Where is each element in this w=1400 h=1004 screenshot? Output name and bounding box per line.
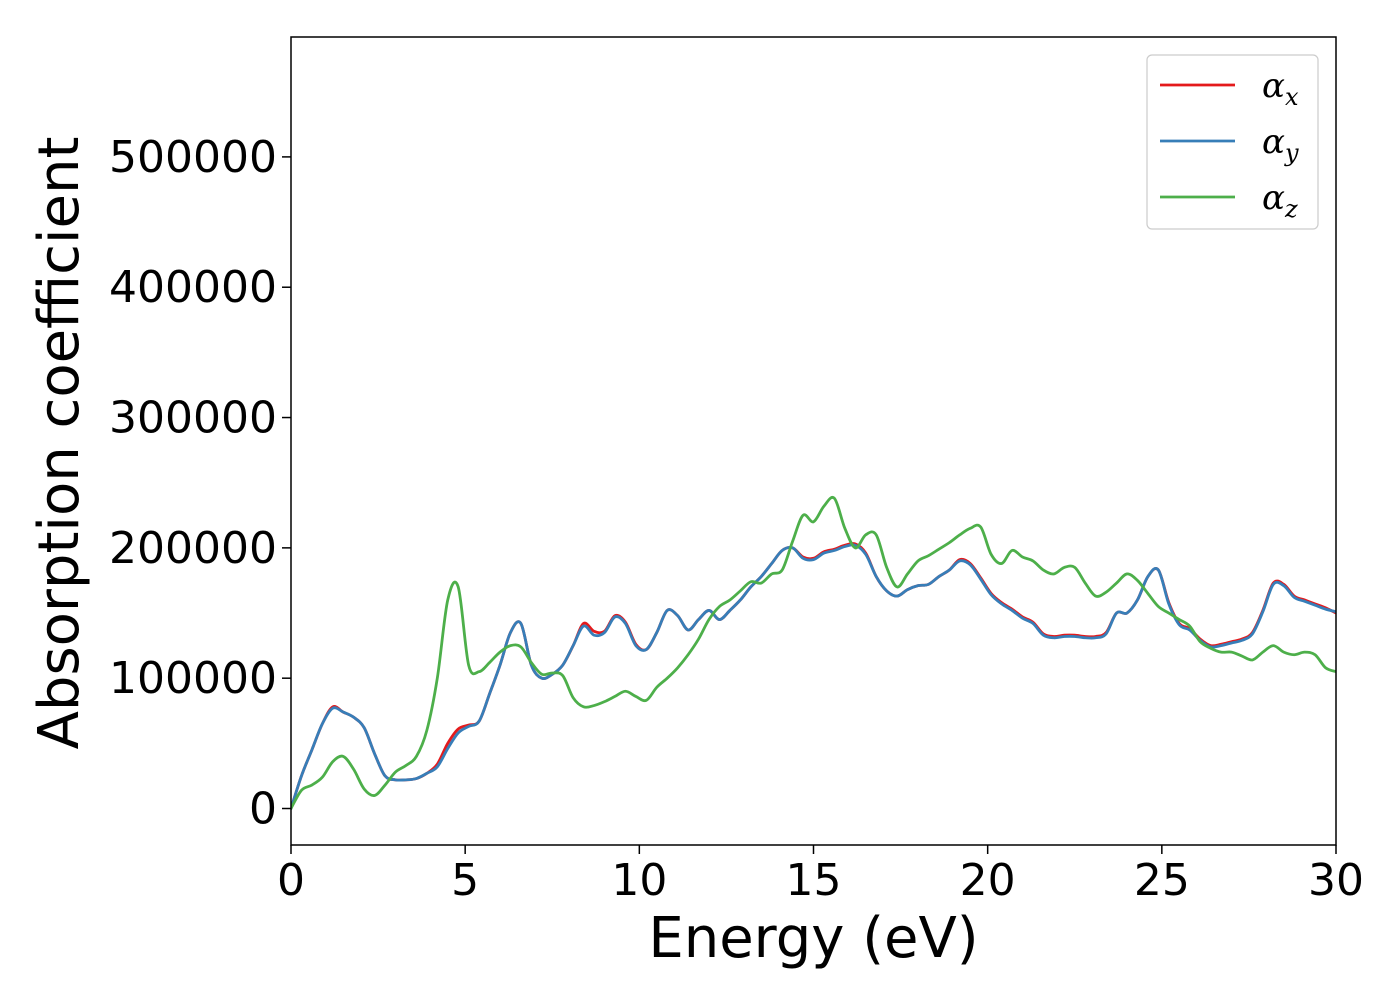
y-tick-label: 500000	[109, 132, 277, 183]
legend: αx αy αz	[1146, 54, 1319, 230]
x-tick-label: 20	[960, 855, 1016, 906]
x-tick-label: 5	[451, 855, 479, 906]
series-line-z	[291, 496, 1336, 810]
legend-label-y: αy	[1262, 122, 1299, 167]
series-line-y	[291, 543, 1336, 810]
legend-label-x: αx	[1262, 66, 1299, 111]
y-tick-label: 400000	[109, 262, 277, 313]
x-tick-label: 30	[1308, 855, 1364, 906]
y-tick-label: 300000	[109, 393, 277, 444]
y-tick-label: 200000	[109, 523, 277, 574]
x-ticks: 0 5 10 15 20 25 30	[277, 845, 1364, 906]
y-tick-label: 100000	[109, 653, 277, 704]
x-axis-title: Energy (eV)	[648, 906, 978, 971]
y-axis-title: Absorption coefficient	[27, 137, 92, 750]
x-tick-label: 15	[786, 855, 842, 906]
x-tick-label: 10	[611, 855, 667, 906]
y-ticks: 0 100000 200000 300000 400000 500000	[109, 132, 291, 835]
x-tick-label: 25	[1134, 855, 1190, 906]
legend-label-z: αz	[1262, 178, 1298, 223]
y-tick-label: 0	[249, 784, 277, 835]
series-line-x	[291, 542, 1336, 810]
series-layer	[291, 496, 1336, 810]
x-tick-label: 0	[277, 855, 305, 906]
